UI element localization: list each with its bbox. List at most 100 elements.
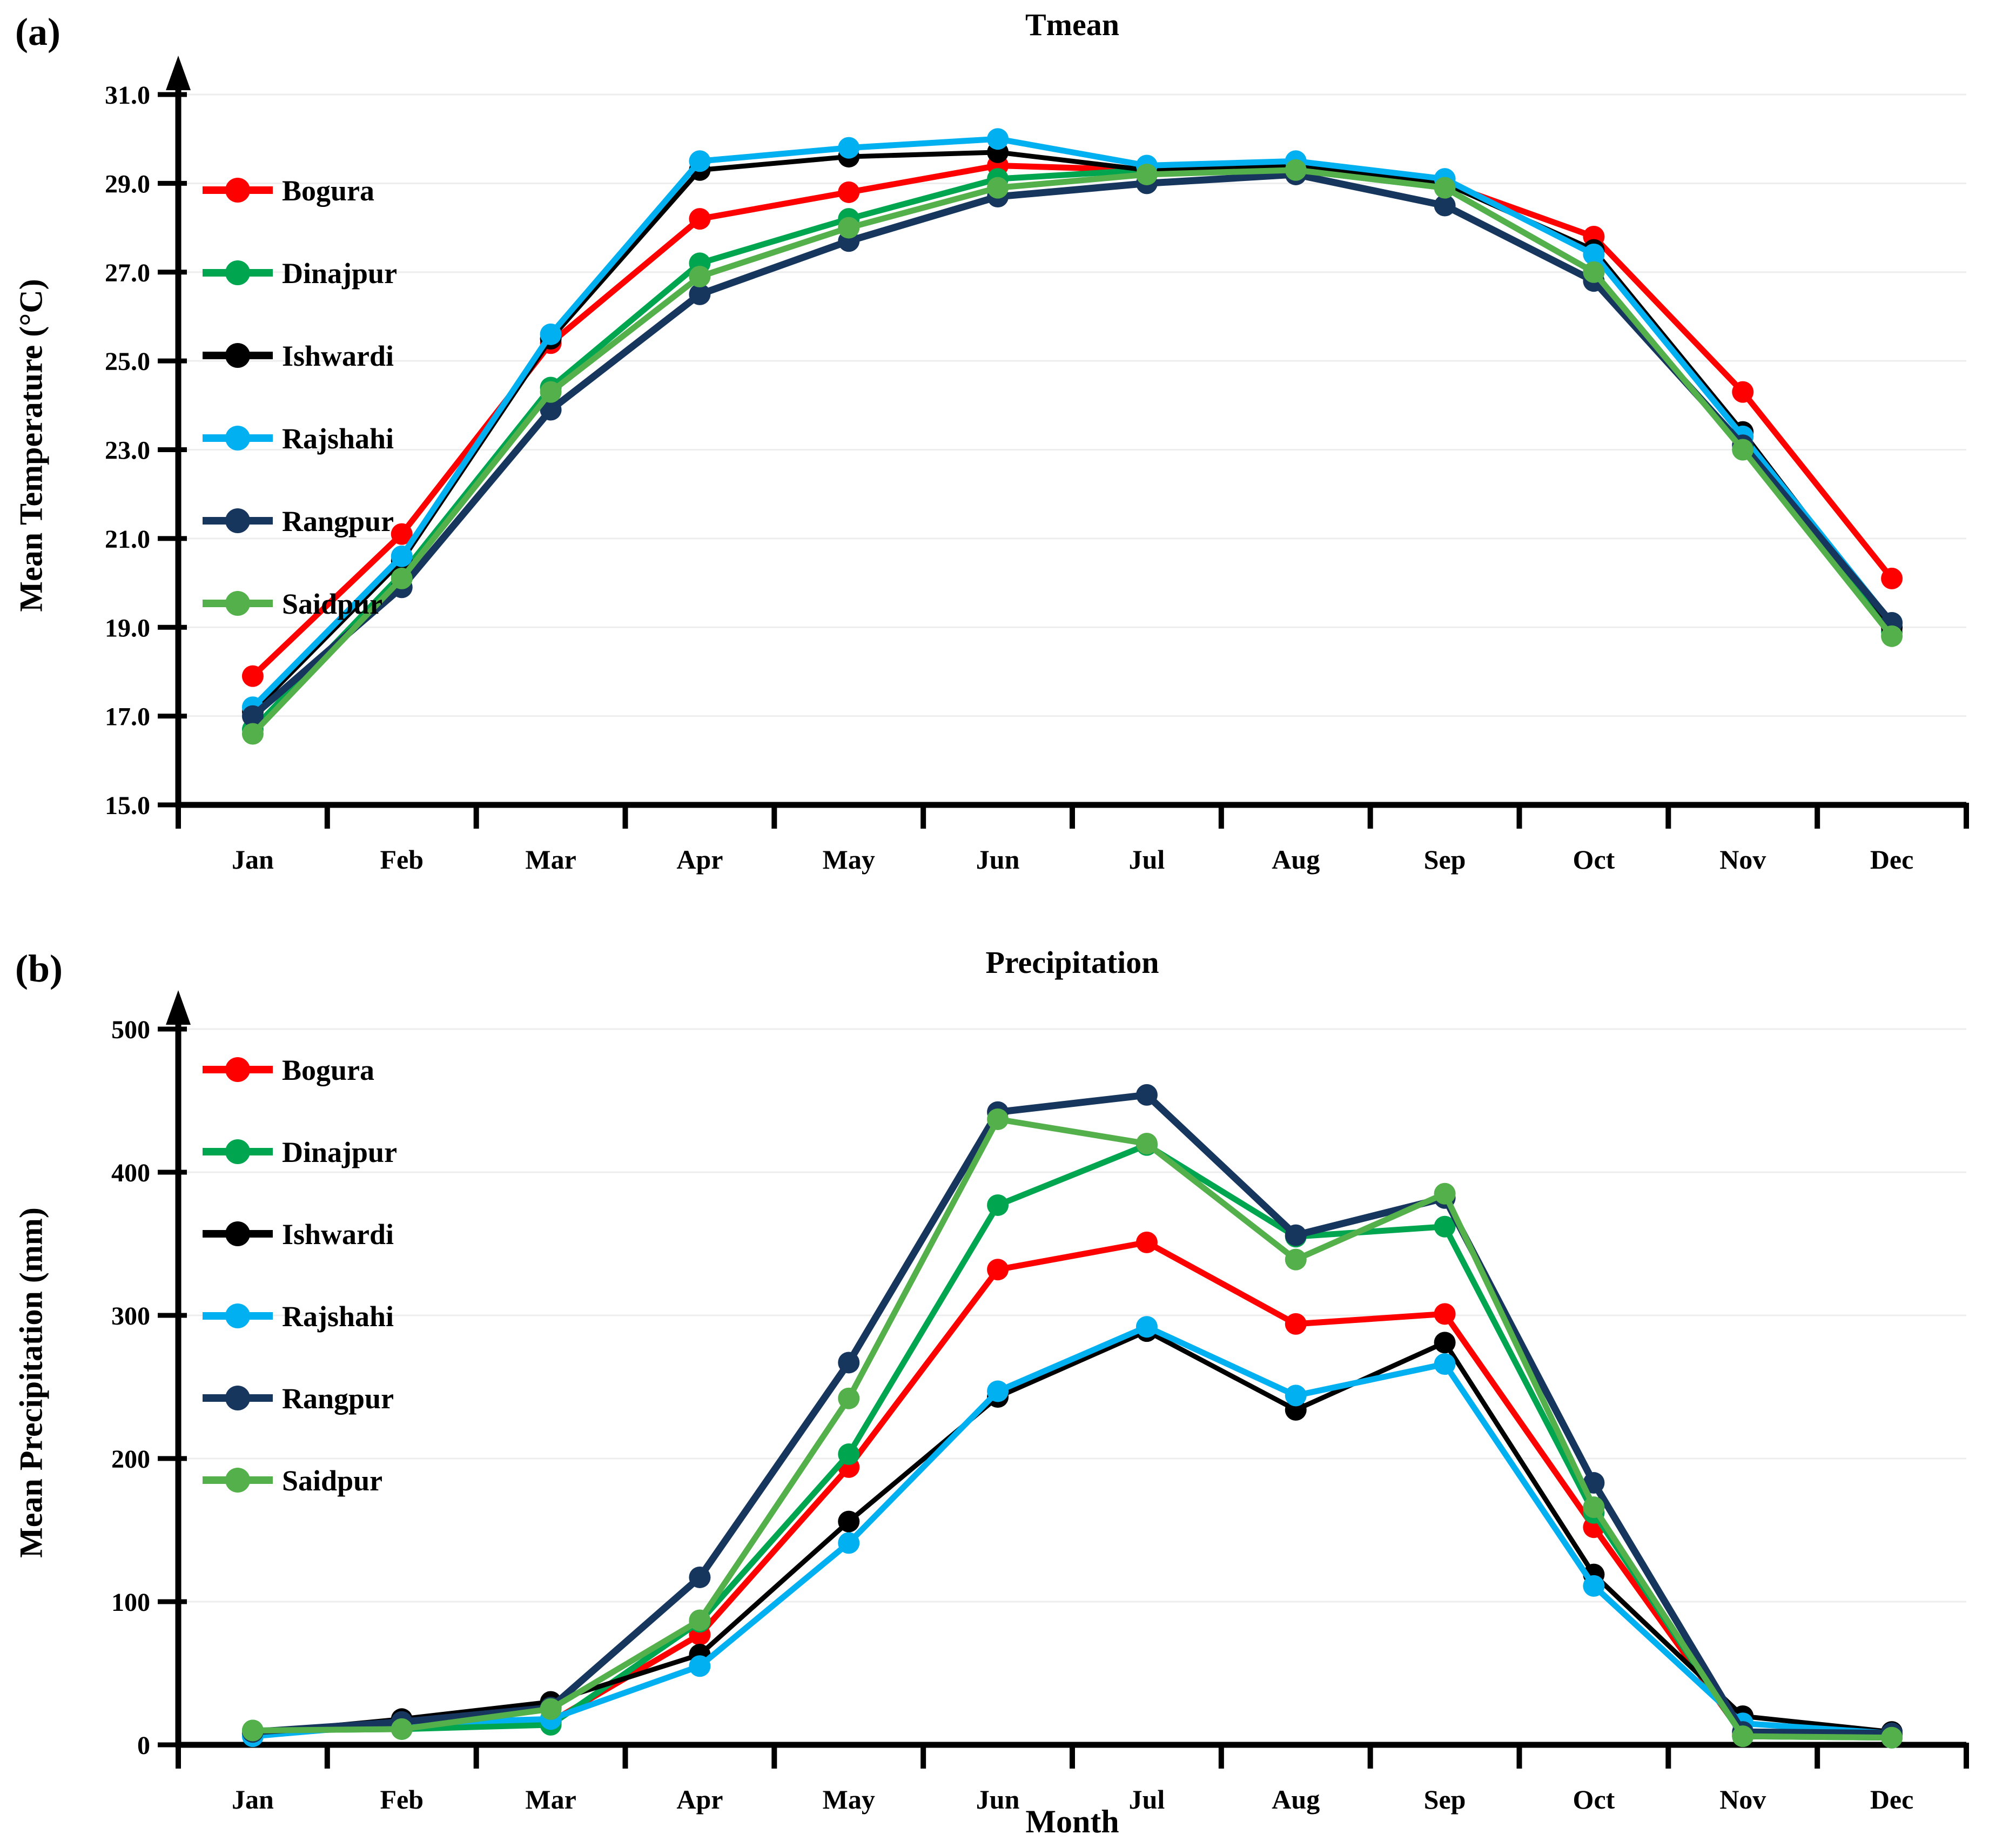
data-point-rangpur (689, 1566, 711, 1588)
y-tick-label: 400 (111, 1159, 150, 1187)
data-point-saidpur (1135, 163, 1158, 185)
data-point-saidpur (1285, 1248, 1307, 1271)
data-point-dinajpur (838, 1443, 860, 1466)
series-line-saidpur (250, 1116, 1895, 1741)
series-line-ishwardi (250, 1328, 1894, 1736)
legend-marker-ishwardi (225, 343, 250, 368)
y-tick-label: 23.0 (105, 436, 150, 465)
legend-marker-saidpur (225, 1468, 250, 1493)
data-point-ishwardi (1434, 1332, 1456, 1354)
legend-marker-saidpur (225, 591, 250, 616)
data-point-bogura (1881, 567, 1903, 589)
data-point-rangpur (1583, 1472, 1605, 1494)
legend-label-ishwardi: Ishwardi (282, 340, 394, 372)
y-axis-label-temperature: Mean Temperature (°C) (13, 279, 49, 612)
data-point-rangpur (241, 705, 264, 727)
y-tick-label: 25.0 (105, 347, 150, 376)
legend-label-rangpur: Rangpur (282, 505, 394, 537)
series-line-bogura (250, 1239, 1895, 1738)
month-label: Aug (1272, 844, 1320, 875)
data-point-saidpur (987, 177, 1009, 199)
data-point-rangpur (1285, 1224, 1307, 1246)
data-point-saidpur (540, 381, 562, 403)
y-tick-label: 0 (137, 1731, 150, 1760)
data-point-rangpur (838, 1352, 860, 1374)
data-point-ishwardi (838, 1510, 860, 1533)
legend-label-rajshahi: Rajshahi (282, 422, 394, 455)
y-tick-label: 31.0 (105, 81, 150, 110)
y-tick-label: 100 (111, 1588, 150, 1617)
data-point-saidpur (1583, 1496, 1605, 1518)
data-point-saidpur (1881, 1726, 1903, 1749)
data-point-saidpur (1434, 1182, 1456, 1205)
data-point-rajshahi (838, 1532, 860, 1554)
y-tick-label: 21.0 (105, 525, 150, 554)
y-tick-label: 19.0 (105, 614, 150, 642)
legend-marker-bogura (225, 178, 250, 203)
data-point-rajshahi (689, 150, 711, 172)
month-label: May (823, 1784, 875, 1815)
data-point-saidpur (1881, 625, 1903, 647)
data-point-rajshahi (987, 1380, 1009, 1402)
legend-marker-dinajpur (225, 1139, 250, 1164)
data-point-bogura (987, 1259, 1009, 1281)
data-point-rajshahi (987, 128, 1009, 150)
data-point-rajshahi (1434, 1353, 1456, 1375)
series-line-rajshahi (250, 1323, 1895, 1739)
legend-label-rangpur: Rangpur (282, 1382, 394, 1415)
data-point-rajshahi (391, 545, 413, 567)
data-point-saidpur (1434, 177, 1456, 199)
data-point-rangpur (689, 283, 711, 305)
month-label: Aug (1272, 1784, 1320, 1815)
data-point-bogura (689, 208, 711, 230)
data-point-saidpur (1732, 1725, 1754, 1748)
y-axis-label-precipitation: Mean Precipitation (mm) (13, 1207, 49, 1558)
y-tick-label: 200 (111, 1445, 150, 1474)
month-label: Dec (1870, 844, 1914, 875)
month-label: Jul (1129, 844, 1165, 875)
data-point-dinajpur (987, 1194, 1009, 1216)
data-point-saidpur (1732, 439, 1754, 461)
legend-marker-rajshahi (225, 1303, 250, 1328)
y-tick-label: 300 (111, 1302, 150, 1330)
data-point-saidpur (1135, 1133, 1158, 1154)
series-line-dinajpur (250, 1142, 1895, 1741)
series-line-saidpur (250, 167, 1895, 737)
legend-label-saidpur: Saidpur (282, 588, 382, 620)
month-label: Jul (1129, 1784, 1165, 1815)
data-point-saidpur (838, 1387, 860, 1409)
data-point-rajshahi (838, 137, 860, 159)
legend-marker-bogura (225, 1057, 250, 1082)
panel-label-a: (a) (15, 10, 61, 53)
series-line-bogura (250, 163, 1895, 680)
month-label: Mar (525, 1784, 576, 1815)
month-label: Mar (525, 844, 576, 875)
month-label: Feb (380, 844, 424, 875)
data-point-saidpur (987, 1108, 1009, 1130)
month-label: Jan (232, 1784, 274, 1815)
data-point-saidpur (540, 1698, 562, 1720)
y-tick-label: 29.0 (105, 170, 150, 198)
month-label: May (823, 844, 875, 875)
data-point-rajshahi (689, 1655, 711, 1677)
data-point-rangpur (1135, 1084, 1158, 1106)
legend-label-ishwardi: Ishwardi (282, 1218, 394, 1251)
month-label: Oct (1573, 844, 1615, 875)
data-point-rajshahi (1135, 1316, 1158, 1338)
month-label: Jun (976, 844, 1020, 875)
data-point-saidpur (838, 217, 860, 239)
legend-marker-rangpur (225, 1386, 250, 1410)
month-label: Nov (1719, 1784, 1766, 1815)
legend-marker-ishwardi (225, 1221, 250, 1246)
y-axis-arrowhead (166, 990, 191, 1025)
y-tick-label: 15.0 (105, 791, 150, 820)
data-point-bogura (838, 181, 860, 203)
data-point-saidpur (1285, 159, 1307, 181)
legend-marker-dinajpur (225, 260, 250, 285)
y-tick-label: 17.0 (105, 703, 150, 731)
data-point-saidpur (241, 1719, 264, 1742)
data-point-bogura (1285, 1313, 1307, 1335)
month-label: Feb (380, 1784, 424, 1815)
